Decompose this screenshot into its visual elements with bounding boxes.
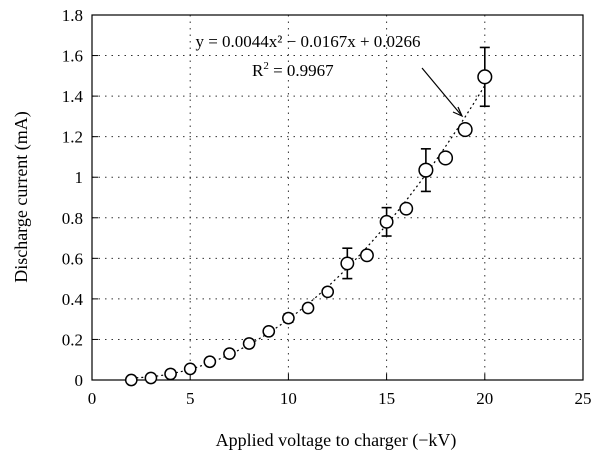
- data-point: [242, 337, 256, 350]
- y-tick-label: 1.2: [62, 128, 83, 147]
- annotation-arrow: [421, 67, 464, 118]
- data-point: [282, 311, 295, 325]
- grid-lines: [92, 15, 583, 380]
- data-point: [164, 367, 177, 381]
- x-tick-label: 5: [186, 389, 195, 408]
- data-point: [340, 256, 355, 271]
- data-point: [437, 150, 454, 166]
- data-point: [457, 122, 473, 138]
- y-axis-label: Discharge current (mA): [11, 111, 32, 283]
- x-tick-label: 20: [476, 389, 493, 408]
- x-tick-label: 10: [280, 389, 297, 408]
- x-axis-ticks: 0 5 10 15 20 25: [88, 374, 592, 408]
- y-tick-label: 0.8: [62, 209, 83, 228]
- x-tick-label: 15: [378, 389, 395, 408]
- y-tick-label: 1.6: [62, 47, 83, 66]
- r-squared-label: R2 = 0.9967: [252, 60, 334, 80]
- x-axis-label: Applied voltage to charger (−kV): [216, 430, 457, 451]
- data-points: [124, 46, 493, 387]
- data-point: [262, 324, 276, 338]
- data-point: [183, 362, 197, 376]
- data-point: [360, 248, 374, 263]
- data-point: [124, 373, 138, 387]
- plot-frame: [91, 14, 584, 381]
- data-point: [477, 69, 493, 85]
- y-tick-label: 0.4: [62, 290, 84, 309]
- y-tick-label: 0.2: [62, 330, 83, 349]
- y-tick-label: 0.6: [62, 249, 83, 268]
- data-point: [203, 355, 217, 369]
- y-tick-label: 1.4: [62, 87, 84, 106]
- y-axis-ticks: 0 0.2 0.4 0.6 0.8 1 1.2 1.4 1.6 1.8: [62, 6, 98, 390]
- data-point: [321, 285, 335, 299]
- data-point: [144, 371, 158, 385]
- data-point: [223, 347, 236, 360]
- y-tick-label: 1.8: [62, 6, 83, 25]
- data-point: [399, 201, 414, 216]
- y-tick-label: 1: [75, 168, 84, 187]
- data-point: [379, 214, 394, 229]
- x-tick-label: 25: [575, 389, 592, 408]
- data-point: [301, 301, 315, 315]
- x-tick-label: 0: [88, 389, 97, 408]
- fit-curve: [131, 85, 486, 379]
- fit-equation: y = 0.0044x² − 0.0167x + 0.0266: [195, 32, 420, 51]
- data-point: [418, 162, 434, 178]
- y-tick-label: 0: [75, 371, 84, 390]
